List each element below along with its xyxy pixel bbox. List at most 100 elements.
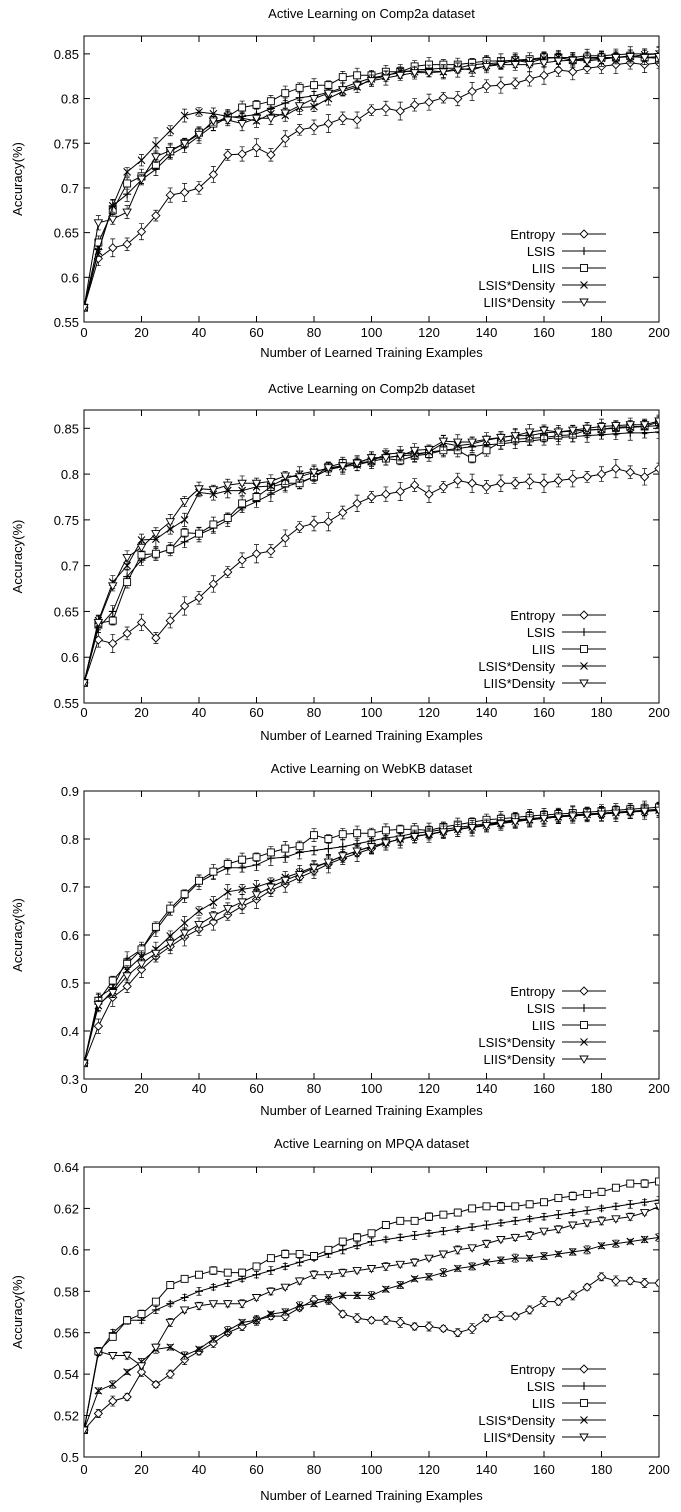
y-tick-label: 0.75 [54, 136, 79, 151]
data-point [195, 876, 203, 885]
legend-marker [579, 610, 589, 620]
data-point [151, 549, 160, 558]
data-point [409, 480, 420, 490]
data-point [395, 486, 405, 497]
data-point [409, 100, 420, 110]
data-point [410, 1274, 419, 1283]
series-line [84, 62, 659, 308]
data-point [539, 59, 549, 68]
y-tick-label: 0.9 [61, 784, 79, 799]
x-axis-label: Number of Learned Training Examples [260, 345, 483, 360]
data-point [323, 464, 334, 473]
data-point [438, 482, 449, 492]
data-point [567, 56, 578, 66]
y-tick-label: 0.8 [61, 832, 79, 847]
data-point [151, 1297, 160, 1306]
x-tick-label: 20 [134, 1462, 148, 1477]
data-point [381, 454, 391, 463]
data-point [524, 74, 535, 84]
data-point [223, 910, 233, 920]
data-point [195, 1270, 203, 1279]
data-point [337, 1269, 348, 1278]
data-point [481, 81, 492, 91]
x-tick-label: 80 [307, 705, 321, 720]
data-point [353, 71, 362, 80]
data-point [266, 1310, 275, 1318]
data-point [353, 1241, 362, 1250]
data-point [107, 1352, 118, 1361]
data-point [596, 423, 607, 432]
data-point [582, 424, 592, 434]
legend-marker [580, 247, 588, 255]
data-point [238, 885, 247, 894]
x-tick-label: 60 [249, 705, 263, 720]
data-point [338, 1237, 347, 1246]
series-entropy [84, 55, 659, 313]
data-point [151, 530, 161, 539]
data-point [438, 1250, 449, 1259]
y-tick-label: 0.7 [61, 880, 79, 895]
data-point [655, 1233, 659, 1242]
data-point [438, 828, 449, 837]
data-point [582, 57, 592, 66]
legend-label: Entropy [510, 1362, 555, 1377]
data-point [136, 227, 147, 237]
data-point [309, 122, 319, 132]
data-point [223, 1279, 232, 1287]
data-point [611, 463, 621, 474]
data-point [539, 1297, 549, 1307]
data-point [194, 920, 204, 930]
data-point [467, 478, 477, 488]
legend-marker [580, 662, 588, 670]
data-point [567, 426, 578, 436]
legend-marker [579, 986, 589, 996]
data-point [222, 481, 233, 490]
data-point [525, 1254, 534, 1263]
data-point [136, 1367, 147, 1377]
data-point [237, 479, 247, 489]
x-tick-label: 140 [476, 1462, 498, 1477]
y-axis-label: Accuracy(%) [10, 142, 25, 216]
data-point [366, 1265, 377, 1274]
data-point [165, 615, 175, 626]
data-point [510, 1233, 521, 1243]
y-tick-label: 0.65 [54, 604, 79, 619]
legend-marker [579, 1433, 589, 1442]
data-point [381, 839, 391, 848]
data-point [481, 1240, 492, 1249]
data-point [496, 1218, 505, 1227]
data-point [381, 74, 391, 83]
data-point [539, 478, 549, 488]
data-point [511, 1216, 520, 1225]
y-axis-label: Accuracy(%) [10, 1275, 25, 1349]
data-point [136, 175, 147, 184]
data-point [366, 1315, 377, 1325]
data-point [309, 95, 319, 104]
data-point [137, 536, 146, 544]
data-point [237, 898, 247, 907]
data-point [524, 816, 535, 825]
data-point [136, 617, 147, 628]
data-point [324, 94, 333, 103]
data-point [309, 468, 319, 478]
data-point [553, 475, 564, 486]
data-point [122, 553, 132, 563]
data-point [280, 876, 291, 886]
series-liis-density [84, 1202, 659, 1435]
x-tick-label: 40 [192, 325, 206, 340]
data-point [84, 679, 89, 688]
data-point [295, 1250, 304, 1258]
data-point [381, 1315, 391, 1325]
data-point [597, 1187, 606, 1196]
data-point [424, 1254, 434, 1264]
data-point [611, 1239, 620, 1248]
data-point [208, 1300, 219, 1309]
data-point [352, 847, 362, 856]
series-lsis-density [84, 1233, 659, 1434]
data-point [409, 833, 420, 842]
data-point [209, 1283, 218, 1292]
data-point [266, 1254, 275, 1263]
data-point [324, 81, 333, 90]
data-point [266, 97, 275, 106]
data-point [281, 1262, 290, 1271]
